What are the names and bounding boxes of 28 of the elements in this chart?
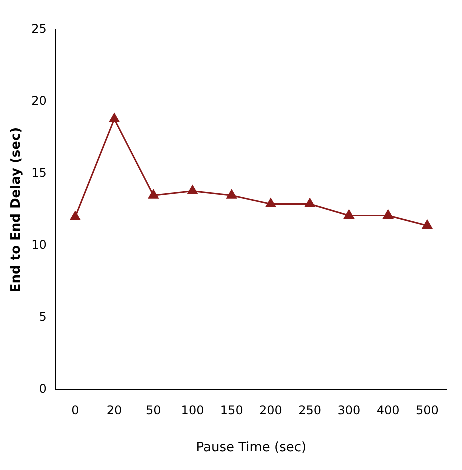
- point: [188, 186, 198, 195]
- point: [109, 114, 120, 123]
- x-tick-label: 200: [260, 403, 282, 418]
- x-tick-label: 20: [106, 403, 122, 418]
- point: [422, 220, 433, 230]
- x-tick-label: 0: [72, 403, 80, 418]
- point: [383, 210, 394, 220]
- point: [148, 190, 159, 199]
- point: [226, 190, 237, 199]
- x-tick-label: 150: [220, 403, 244, 418]
- y-tick-label: 15: [32, 166, 47, 180]
- y-tick-label: 0: [39, 382, 47, 396]
- y-tick-label: 5: [39, 310, 47, 324]
- x-tick-label: 250: [298, 403, 322, 418]
- x-tick-label: 100: [181, 403, 204, 418]
- x-tick-label: 50: [146, 403, 162, 418]
- y-tick-label: 10: [32, 238, 47, 252]
- x-tick-label: 500: [416, 403, 439, 418]
- y-tick-label: 25: [32, 22, 47, 36]
- y-tick-label: 20: [32, 94, 47, 108]
- point: [266, 198, 276, 208]
- x-tick-label: 400: [376, 403, 400, 418]
- x-axis-title: Pause Time (sec): [196, 440, 307, 456]
- point: [344, 210, 354, 220]
- point: [305, 198, 316, 208]
- x-tick-label: 300: [338, 403, 361, 418]
- y-axis-title: End to End Delay (sec): [9, 127, 24, 293]
- point: [70, 211, 81, 220]
